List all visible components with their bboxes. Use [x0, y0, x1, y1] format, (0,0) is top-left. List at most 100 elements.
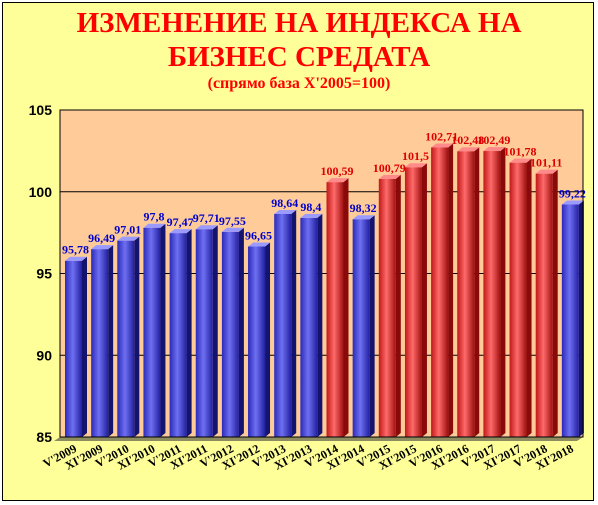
- bar-front: [91, 249, 109, 437]
- bar: [143, 223, 166, 437]
- data-label: 101,5: [402, 149, 429, 163]
- bar-front: [143, 227, 161, 437]
- data-label: 97,71: [193, 211, 220, 225]
- bar-side: [421, 163, 427, 437]
- bar-side: [212, 225, 218, 437]
- data-label: 96,65: [245, 229, 272, 243]
- y-tick-label: 95: [36, 266, 52, 282]
- bar-side: [291, 209, 297, 437]
- bar-front: [326, 182, 344, 437]
- bar: [404, 163, 427, 437]
- bar: [300, 213, 323, 437]
- bar-front: [117, 240, 135, 437]
- bar-front: [195, 229, 213, 437]
- bar-front: [300, 217, 318, 437]
- bar: [561, 200, 584, 437]
- bar-top: [457, 147, 480, 152]
- bar-front: [404, 167, 422, 437]
- bar-top: [143, 223, 166, 228]
- data-label: 101,11: [530, 156, 562, 170]
- bar-top: [248, 242, 271, 247]
- bar: [248, 242, 271, 437]
- bar-side: [552, 169, 558, 437]
- data-label: 95,78: [62, 243, 89, 257]
- bar-front: [248, 246, 266, 437]
- bar-front: [509, 162, 527, 437]
- bar-top: [561, 200, 584, 205]
- bar-side: [186, 229, 192, 437]
- data-label: 96,49: [88, 231, 115, 245]
- data-label: 97,55: [219, 214, 246, 228]
- bar-front: [561, 204, 579, 437]
- bar-top: [509, 158, 532, 163]
- bar: [274, 209, 297, 437]
- bar: [457, 147, 480, 437]
- bar-front: [221, 231, 239, 437]
- y-tick-label: 100: [29, 184, 53, 200]
- data-label: 97,47: [167, 215, 194, 229]
- bar-side: [448, 143, 454, 437]
- bar: [326, 178, 349, 437]
- data-label: 102,71: [425, 129, 458, 143]
- data-label: 101,78: [504, 145, 537, 159]
- bar-front: [457, 151, 475, 437]
- bar: [195, 225, 218, 437]
- bar-side: [343, 178, 349, 437]
- data-label: 102,48: [451, 133, 484, 147]
- bar-front: [378, 178, 396, 437]
- bar-top: [378, 174, 401, 179]
- bar-side: [108, 245, 114, 437]
- bar-front: [352, 219, 370, 437]
- bar-side: [317, 213, 323, 437]
- bar-top: [483, 147, 506, 152]
- bar-front: [169, 233, 187, 437]
- data-label: 98,4: [300, 200, 321, 214]
- bar-side: [474, 147, 480, 437]
- bar-side: [500, 147, 506, 437]
- bar-top: [117, 236, 140, 241]
- bar: [431, 143, 454, 437]
- data-label: 97,01: [114, 223, 141, 237]
- y-tick-label: 90: [36, 347, 52, 363]
- plot-border: [59, 109, 584, 438]
- data-label: 102,49: [477, 133, 510, 147]
- bar-front: [535, 173, 553, 437]
- bar-top: [300, 213, 323, 218]
- bar: [509, 158, 532, 437]
- data-label: 100,59: [321, 164, 354, 178]
- chart-floor: [54, 437, 583, 441]
- bar-front: [431, 147, 449, 437]
- bar-side: [395, 174, 401, 437]
- bar: [91, 245, 114, 437]
- bar-top: [535, 169, 558, 174]
- chart-title-line1: ИЗМЕНЕНИЕ НА ИНДЕКСА НА: [76, 7, 522, 39]
- chart-subtitle: (спрямо база X'2005=100): [207, 75, 391, 92]
- bar-side: [369, 215, 375, 437]
- bar: [65, 256, 87, 437]
- bar-top: [274, 209, 297, 214]
- data-label: 99,22: [559, 187, 586, 201]
- bar: [117, 236, 140, 437]
- bar-top: [221, 227, 244, 232]
- bar-front: [274, 213, 292, 437]
- y-tick-label: 105: [29, 102, 53, 118]
- y-tick-label: 85: [36, 429, 52, 445]
- bar: [221, 227, 244, 437]
- bar-top: [326, 178, 349, 183]
- bar: [535, 169, 558, 437]
- data-label: 100,79: [373, 161, 406, 175]
- data-label: 98,64: [271, 196, 298, 210]
- bar-top: [404, 163, 427, 168]
- bar-front: [483, 151, 501, 437]
- bar: [483, 147, 506, 437]
- bar-top: [91, 245, 114, 250]
- bar: [378, 174, 401, 437]
- bar: [352, 215, 375, 437]
- bar-side: [160, 223, 166, 437]
- chart-title-line2: БИЗНЕС СРЕДАТА: [167, 41, 431, 73]
- bar-front: [65, 260, 82, 437]
- bar-top: [195, 225, 218, 230]
- bar-side: [526, 158, 532, 437]
- data-label: 97,8: [143, 210, 164, 224]
